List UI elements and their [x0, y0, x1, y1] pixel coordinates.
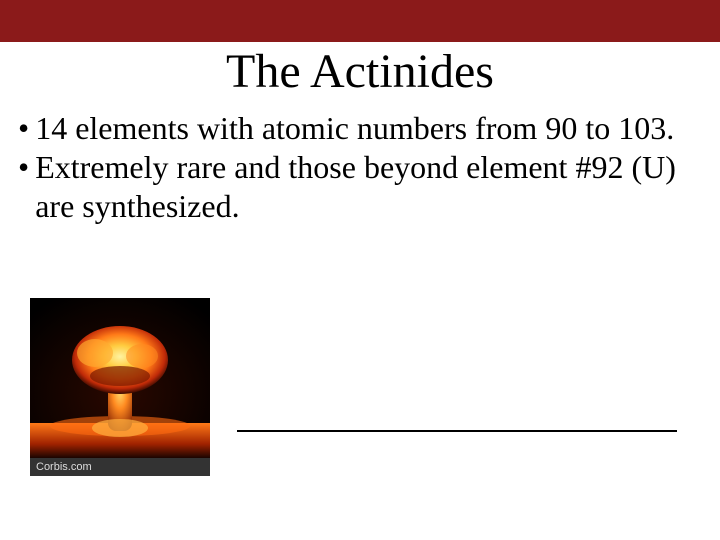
bullet-text: Extremely rare and those beyond element … — [35, 148, 702, 226]
bullet-item: • Extremely rare and those beyond elemen… — [18, 148, 702, 226]
page-title: The Actinides — [0, 44, 720, 99]
divider-line — [237, 430, 677, 432]
explosion-image — [30, 298, 210, 458]
header-bar — [0, 0, 720, 42]
bullet-item: • 14 elements with atomic numbers from 9… — [18, 109, 702, 148]
content-area: • 14 elements with atomic numbers from 9… — [0, 99, 720, 226]
image-credit: Corbis.com — [30, 458, 210, 476]
bullet-marker: • — [18, 109, 35, 148]
bullet-marker: • — [18, 148, 35, 226]
bullet-text: 14 elements with atomic numbers from 90 … — [35, 109, 702, 148]
